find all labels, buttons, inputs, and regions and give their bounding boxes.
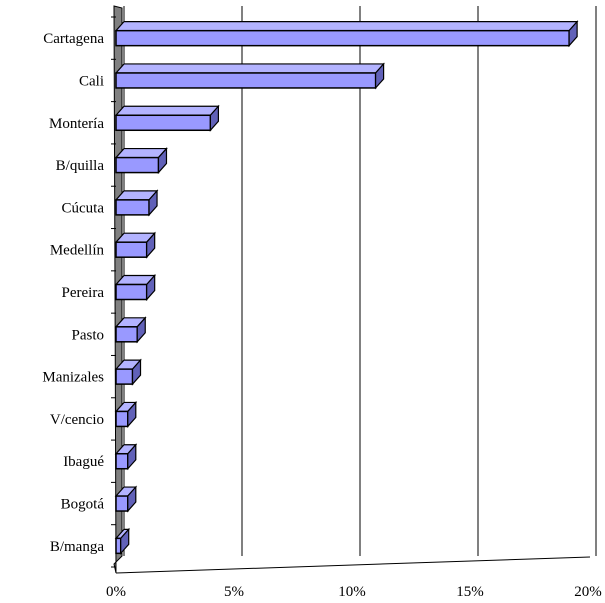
- bar-side-10: [127, 443, 137, 471]
- bar-side-7: [136, 316, 146, 344]
- bar-front-4: [115, 199, 150, 216]
- bar-front-11: [115, 495, 129, 512]
- bar-front-2: [115, 114, 212, 132]
- bar-9: [114, 400, 138, 429]
- category-label-6: Pereira: [62, 285, 105, 301]
- bar-side-5: [146, 231, 156, 259]
- bar-front-10: [115, 452, 129, 470]
- bar-front-12: [115, 537, 122, 555]
- bar-side-8: [131, 358, 142, 386]
- bar-side-11: [127, 485, 137, 513]
- category-label-1: Cali: [79, 73, 104, 89]
- floor-edge: [115, 556, 591, 574]
- category-label-9: V/cencio: [50, 412, 104, 428]
- x-tick-label-1: 5%: [224, 584, 244, 600]
- bar-10: [114, 443, 138, 471]
- category-label-11: Bogotá: [61, 497, 105, 513]
- bar-front-0: [115, 29, 570, 47]
- bar-side-3: [157, 146, 168, 175]
- bar-1: [114, 62, 385, 90]
- category-label-12: B/manga: [50, 539, 104, 555]
- bar-6: [114, 273, 157, 302]
- bar-front-9: [115, 410, 129, 428]
- x-tick-label-4: 20%: [574, 584, 602, 600]
- bar-side-6: [146, 273, 156, 302]
- bar-side-9: [127, 400, 137, 429]
- bar-front-3: [115, 156, 160, 174]
- bar-5: [114, 231, 157, 259]
- category-label-2: Montería: [49, 116, 104, 132]
- category-label-3: B/quilla: [56, 158, 105, 174]
- bar-side-0: [568, 20, 578, 48]
- bar-12: [114, 527, 131, 555]
- bar-side-12: [120, 527, 130, 555]
- bar-7: [114, 316, 147, 344]
- bar-front-8: [115, 368, 134, 385]
- bar-front-1: [115, 72, 377, 89]
- bar-11: [114, 485, 138, 513]
- bar-front-5: [115, 241, 148, 258]
- bar-top-2: [114, 105, 220, 116]
- x-tick-label-2: 10%: [338, 584, 366, 600]
- x-tick-label-0: 0%: [106, 584, 126, 600]
- bar-8: [114, 358, 142, 386]
- bar-front-6: [115, 283, 148, 301]
- bar-3: [114, 146, 168, 175]
- bar-4: [114, 189, 159, 217]
- category-label-8: Manizales: [42, 370, 104, 386]
- bar-side-1: [375, 62, 385, 90]
- category-label-4: Cúcuta: [62, 200, 105, 216]
- bar-top-1: [114, 63, 385, 74]
- bar-top-0: [114, 21, 579, 32]
- category-label-7: Pasto: [71, 327, 104, 343]
- bar-side-4: [148, 189, 158, 217]
- bar-front-7: [115, 326, 138, 343]
- bar-side-2: [209, 104, 219, 132]
- category-label-10: Ibagué: [63, 454, 104, 470]
- x-tick-label-3: 15%: [456, 584, 484, 600]
- category-label-5: Medellín: [50, 243, 105, 259]
- category-label-0: Cartagena: [43, 31, 104, 47]
- bar-2: [114, 104, 220, 132]
- bar-0: [114, 20, 579, 48]
